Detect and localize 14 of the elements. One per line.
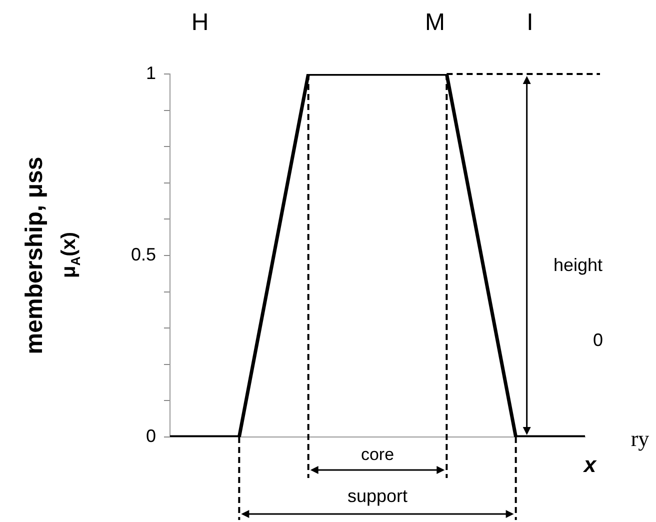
- text: I: [526, 9, 534, 36]
- y-tick-label: 0: [146, 426, 156, 446]
- text: core: [360, 445, 394, 464]
- annotation: height: [553, 255, 603, 275]
- y-tick-label: 0.5: [130, 244, 156, 264]
- y-tick-label: 1: [146, 62, 156, 83]
- text: H: [191, 9, 209, 36]
- text: 0: [592, 330, 604, 350]
- text: ry: [630, 426, 650, 451]
- y-axis-title: membership, μss: [21, 156, 48, 354]
- text: support: [347, 486, 408, 506]
- text: μA(x): [58, 232, 83, 278]
- text: x: [582, 452, 597, 477]
- text: M: [425, 9, 446, 36]
